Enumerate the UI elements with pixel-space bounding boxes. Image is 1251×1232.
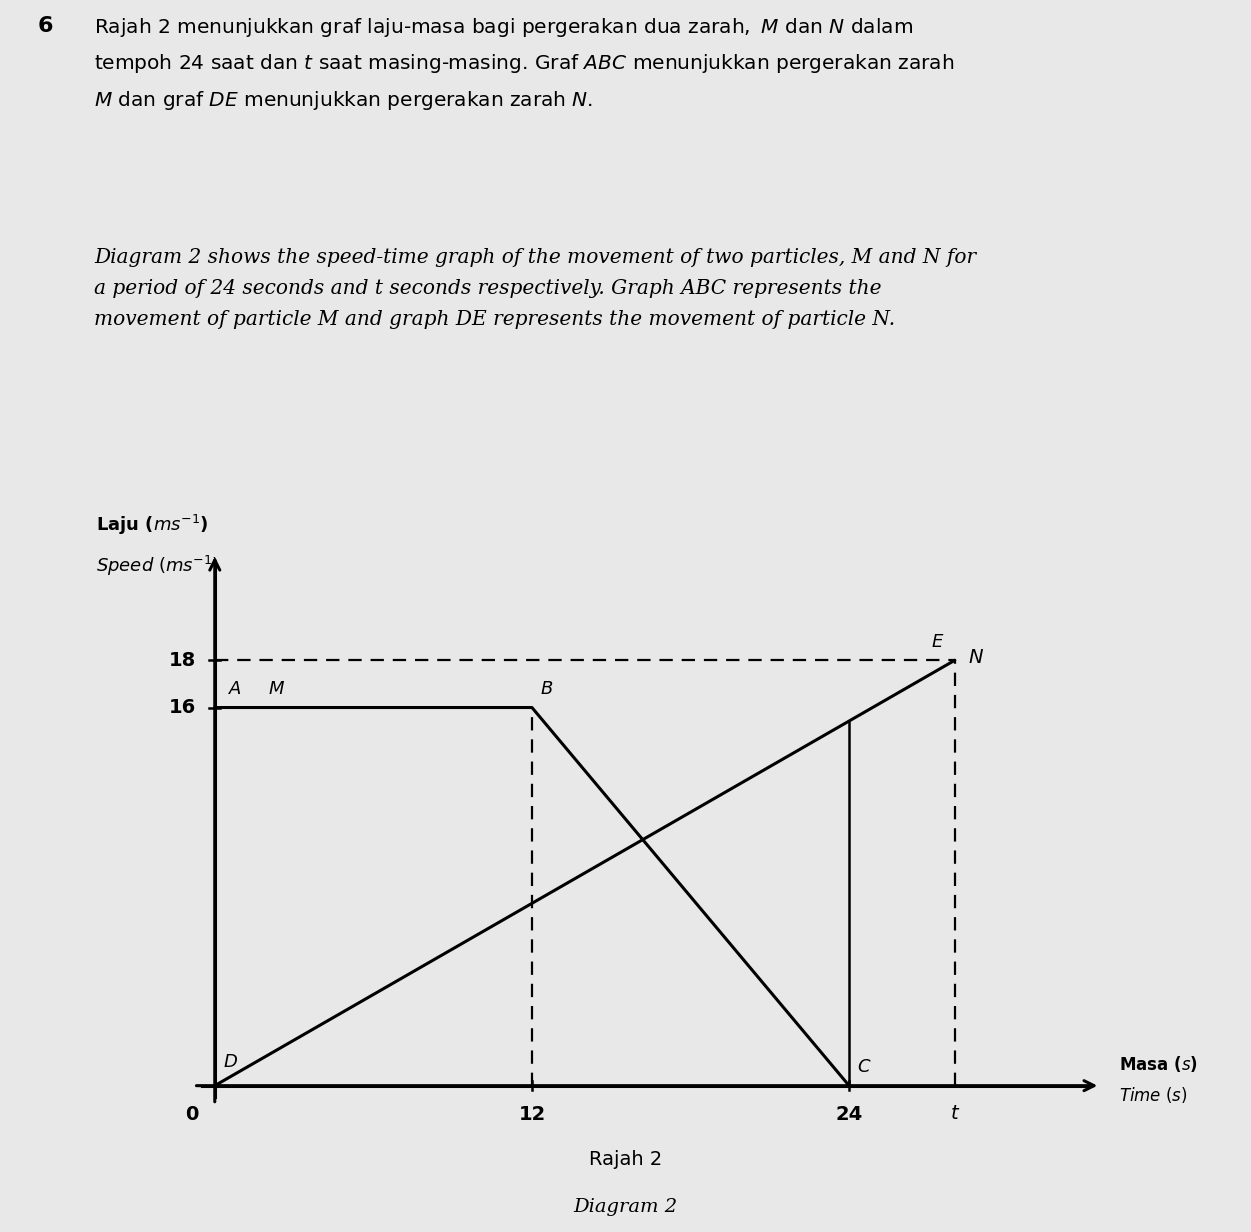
Text: 18: 18 <box>169 650 196 670</box>
Text: $D$: $D$ <box>223 1053 238 1072</box>
Text: $Time$ $(s)$: $Time$ $(s)$ <box>1118 1085 1187 1105</box>
Text: Diagram 2 shows the speed-time graph of the movement of two particles, M and N f: Diagram 2 shows the speed-time graph of … <box>94 249 976 329</box>
Text: Laju ($ms^{-1}$): Laju ($ms^{-1}$) <box>96 514 209 537</box>
Text: $E$: $E$ <box>931 633 945 650</box>
Text: $C$: $C$ <box>857 1058 872 1077</box>
Text: 16: 16 <box>169 699 196 717</box>
Text: 24: 24 <box>836 1105 863 1124</box>
Text: Masa ($s$): Masa ($s$) <box>1118 1055 1197 1074</box>
Text: $B$: $B$ <box>540 680 553 699</box>
Text: $t$: $t$ <box>950 1105 960 1122</box>
Text: $N$: $N$ <box>968 649 985 667</box>
Text: $A$: $A$ <box>228 680 241 699</box>
Text: Rajah 2: Rajah 2 <box>589 1149 662 1169</box>
Text: $M$: $M$ <box>268 680 285 699</box>
Text: $Speed$ $(ms^{-1})$: $Speed$ $(ms^{-1})$ <box>96 553 219 578</box>
Text: Rajah 2 menunjukkan graf laju-masa bagi pergerakan dua zarah,  $M$ dan $N$ dalam: Rajah 2 menunjukkan graf laju-masa bagi … <box>94 16 955 112</box>
Text: 0: 0 <box>185 1105 199 1124</box>
Text: 12: 12 <box>518 1105 545 1124</box>
Text: Diagram 2: Diagram 2 <box>573 1198 678 1216</box>
Text: 6: 6 <box>38 16 53 36</box>
